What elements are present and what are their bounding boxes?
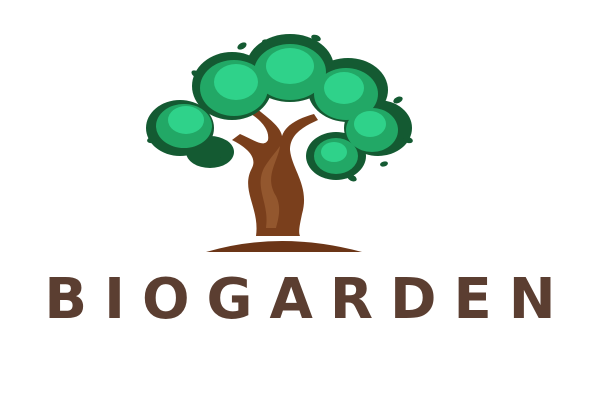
trunk-highlight [260, 146, 280, 228]
tree-trunk [232, 108, 318, 236]
scattered-leaves [147, 34, 413, 182]
ground-mound [206, 241, 362, 252]
brand-wordmark: BIOGARDEN [44, 267, 573, 332]
tree-icon [146, 34, 413, 252]
foliage-light [168, 48, 386, 162]
